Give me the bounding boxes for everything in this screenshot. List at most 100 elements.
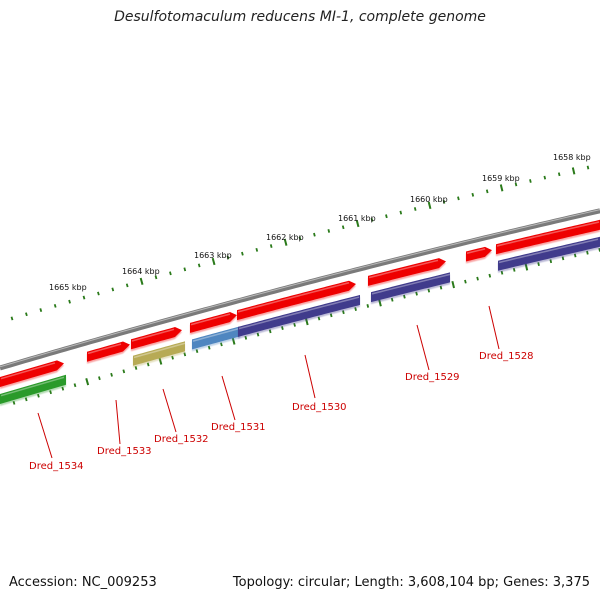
inner-scale-tick: [195, 349, 199, 353]
cds-dred-1528[interactable]: [498, 236, 600, 271]
inner-scale-tick: [122, 369, 126, 374]
outer-scale-tick: [457, 196, 460, 201]
gene-dred-1533[interactable]: [87, 341, 130, 362]
outer-scale-tick: [442, 199, 446, 204]
inner-scale-tick: [49, 390, 52, 395]
outer-scale-tick: [499, 184, 504, 192]
outer-scale-tick: [413, 207, 417, 211]
gene-dred-1530[interactable]: [237, 280, 356, 321]
backbone-line: [0, 208, 600, 371]
gene-label-dred-1533[interactable]: Dred_1533: [97, 446, 152, 457]
kbp-label-1665: 1665 kbp: [49, 283, 87, 292]
leader-line: [115, 399, 121, 445]
inner-scale-tick: [134, 365, 138, 370]
inner-scale-tick: [73, 383, 77, 388]
kbp-label-1658: 1658 kbp: [553, 153, 591, 162]
genome-backbone: [0, 208, 600, 371]
inner-scale-tick: [415, 291, 418, 296]
inner-scale-tick: [37, 393, 40, 398]
inner-scale-tick: [537, 262, 540, 266]
outer-scale-tick: [82, 295, 86, 300]
outer-scale-tick: [139, 277, 144, 285]
cds-dred-1532[interactable]: [133, 341, 186, 366]
inner-scale-tick: [61, 386, 65, 391]
inner-scale-tick: [464, 279, 467, 284]
gene-dred-1532[interactable]: [131, 327, 182, 350]
inner-scale-tick: [390, 297, 394, 302]
inner-tick-track: [12, 248, 600, 405]
inner-scale-tick: [561, 256, 565, 261]
outer-scale-tick: [514, 182, 518, 187]
gene-features: [0, 219, 600, 404]
outer-scale-tick: [471, 192, 475, 197]
outer-scale-tick: [313, 232, 316, 237]
gene-dred-1531[interactable]: [190, 312, 237, 333]
gene-label-dred-1528[interactable]: Dred_1528: [479, 351, 534, 362]
inner-scale-tick: [171, 355, 174, 360]
outer-scale-tick: [341, 225, 345, 230]
outer-scale-tick: [25, 312, 28, 317]
outer-scale-tick: [543, 175, 547, 180]
inner-scale-tick: [24, 397, 28, 402]
cds-dred-1534[interactable]: [0, 374, 66, 404]
gene-dred-1534[interactable]: [0, 360, 64, 387]
inner-scale-tick: [427, 288, 431, 293]
accession-text: Accession: NC_009253: [9, 575, 157, 590]
inner-scale-tick: [451, 280, 456, 289]
inner-scale-tick: [549, 259, 553, 264]
outer-scale-tick: [197, 263, 201, 268]
outer-scale-tick: [68, 299, 71, 304]
gene-label-dred-1529[interactable]: Dred_1529: [405, 372, 460, 383]
inner-scale-tick: [207, 345, 211, 350]
inner-scale-tick: [524, 263, 529, 271]
gene-label-dred-1531[interactable]: Dred_1531: [211, 422, 266, 433]
kbp-scale-labels: 1658 kbp 1659 kbp 1660 kbp 1661 kbp 1662…: [49, 153, 591, 292]
outer-scale-tick: [226, 255, 230, 260]
inner-scale-tick: [342, 310, 345, 315]
inner-scale-tick: [183, 352, 187, 357]
label-leader-lines: [37, 305, 500, 459]
outer-scale-tick: [111, 287, 115, 292]
inner-scale-tick: [12, 400, 16, 405]
inner-scale-tick: [366, 304, 370, 308]
inner-scale-tick: [317, 316, 321, 321]
inner-scale-tick: [98, 376, 101, 381]
inner-scale-tick: [304, 318, 309, 326]
inner-scale-tick: [281, 326, 284, 331]
outer-scale-tick: [53, 303, 57, 308]
outer-scale-tick: [211, 257, 216, 266]
outer-scale-tick: [399, 210, 403, 215]
leader-line: [488, 305, 500, 350]
outer-tick-track: [10, 165, 590, 321]
outer-scale-tick: [298, 236, 302, 241]
leader-line: [304, 354, 316, 399]
map-title: Desulfotomaculum reducens MI-1, complete…: [114, 9, 486, 25]
outer-scale-tick: [255, 247, 259, 252]
outer-scale-tick: [385, 214, 388, 219]
outer-scale-tick: [154, 275, 158, 280]
kbp-label-1660: 1660 kbp: [410, 195, 448, 204]
inner-scale-tick: [110, 372, 113, 377]
inner-scale-tick: [586, 250, 589, 255]
gene-dred-1528[interactable]: [496, 219, 600, 255]
inner-scale-tick: [476, 276, 479, 281]
gene-label-dred-1534[interactable]: Dred_1534: [29, 461, 84, 472]
gene-labels: Dred_1528 Dred_1529 Dred_1530 Dred_1531 …: [29, 351, 534, 472]
outer-scale-tick: [586, 165, 590, 170]
gene-dred-1529[interactable]: [368, 258, 446, 286]
cds-dred-1531[interactable]: [192, 326, 240, 350]
cds-dred-1530[interactable]: [238, 294, 360, 337]
cds-dred-1529[interactable]: [371, 272, 451, 303]
genome-summary-text: Topology: circular; Length: 3,608,104 bp…: [232, 575, 590, 590]
outer-scale-tick: [10, 316, 14, 321]
gene-label-dred-1530[interactable]: Dred_1530: [292, 402, 347, 413]
outer-scale-tick: [169, 271, 172, 276]
outer-scale-tick: [125, 283, 129, 288]
inner-scale-tick: [500, 270, 504, 275]
kbp-label-1659: 1659 kbp: [482, 174, 520, 183]
inner-scale-tick: [573, 253, 577, 258]
inner-scale-tick: [85, 378, 90, 386]
leader-line: [37, 412, 53, 459]
gene-label-dred-1532[interactable]: Dred_1532: [154, 434, 209, 445]
gene-dred-1528-a[interactable]: [466, 246, 492, 262]
